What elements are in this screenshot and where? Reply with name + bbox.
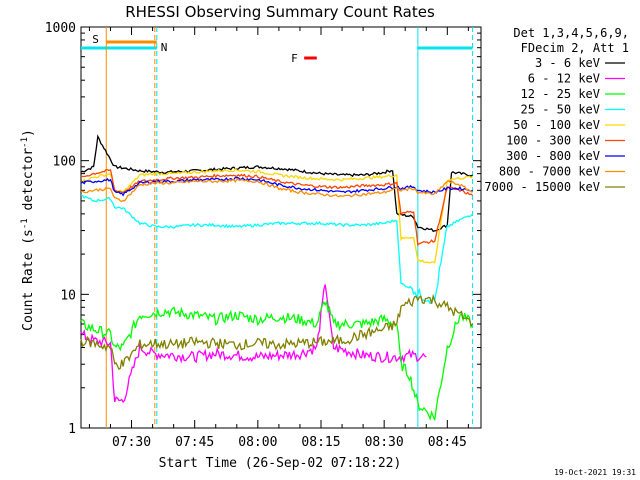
x-axis-label: Start Time (26-Sep-02 07:18:22) (159, 456, 402, 471)
series-line-7 (80, 178, 473, 203)
x-tick-label: 07:30 (112, 435, 151, 450)
legend-label: 12 - 25 keV (521, 87, 600, 101)
flare-label: F (291, 52, 298, 65)
chart-title: RHESSI Observing Summary Count Rates (125, 3, 435, 21)
legend-label: 3 - 6 keV (535, 56, 600, 70)
y-label-end: ) (21, 129, 36, 137)
legend-label: 50 - 100 keV (513, 118, 600, 132)
plot-timestamp: 19-Oct-2021 19:31 (554, 468, 636, 477)
series-line-4 (80, 167, 473, 264)
series-line-6 (80, 176, 473, 197)
legend-header: Det 1,3,4,5,6,9, (513, 26, 629, 40)
series-line-0 (80, 134, 473, 233)
series-line-8 (80, 293, 474, 371)
x-tick-label: 08:45 (428, 435, 467, 450)
series-line-1 (80, 284, 427, 404)
y-tick-label: 1000 (45, 21, 76, 36)
y-tick-label: 100 (53, 155, 76, 170)
legend-label: 800 - 7000 keV (499, 165, 600, 179)
x-tick-label: 08:00 (238, 435, 277, 450)
y-label-mid: detector (21, 148, 36, 219)
y-axis-label: Count Rate (s-1 detector-1) (20, 129, 36, 331)
y-tick-label: 1 (68, 422, 76, 437)
series-line-2 (80, 299, 474, 421)
legend-label: 100 - 300 keV (506, 134, 600, 148)
y-label-main: Count Rate (s (21, 229, 36, 331)
y-label-sup1: -1 (20, 218, 30, 229)
x-tick-label: 07:45 (175, 435, 214, 450)
night-label: N (161, 41, 168, 54)
x-tick-label: 08:15 (301, 435, 340, 450)
series-line-5 (80, 168, 474, 246)
plot-area: 1 10 100 1000 07:30 07:45 08:00 08:15 08:30 08:45… (45, 21, 482, 450)
series-line-3 (80, 194, 474, 305)
x-tick-label: 08:30 (365, 435, 404, 450)
legend-header: FDecim 2, Att 1 (521, 41, 629, 55)
y-label-sup2: -1 (20, 137, 30, 148)
legend-label: 6 - 12 keV (528, 72, 600, 86)
y-tick-label: 10 (60, 288, 76, 303)
svg-text:Count Rate (s-1 detector-1): Count Rate (s-1 detector-1) (20, 129, 36, 331)
legend-label: 25 - 50 keV (521, 103, 600, 117)
plot-frame (80, 26, 482, 429)
saa-label: S (92, 33, 99, 46)
legend-label: 300 - 800 keV (506, 149, 600, 163)
legend-label: 7000 - 15000 keV (484, 180, 600, 194)
